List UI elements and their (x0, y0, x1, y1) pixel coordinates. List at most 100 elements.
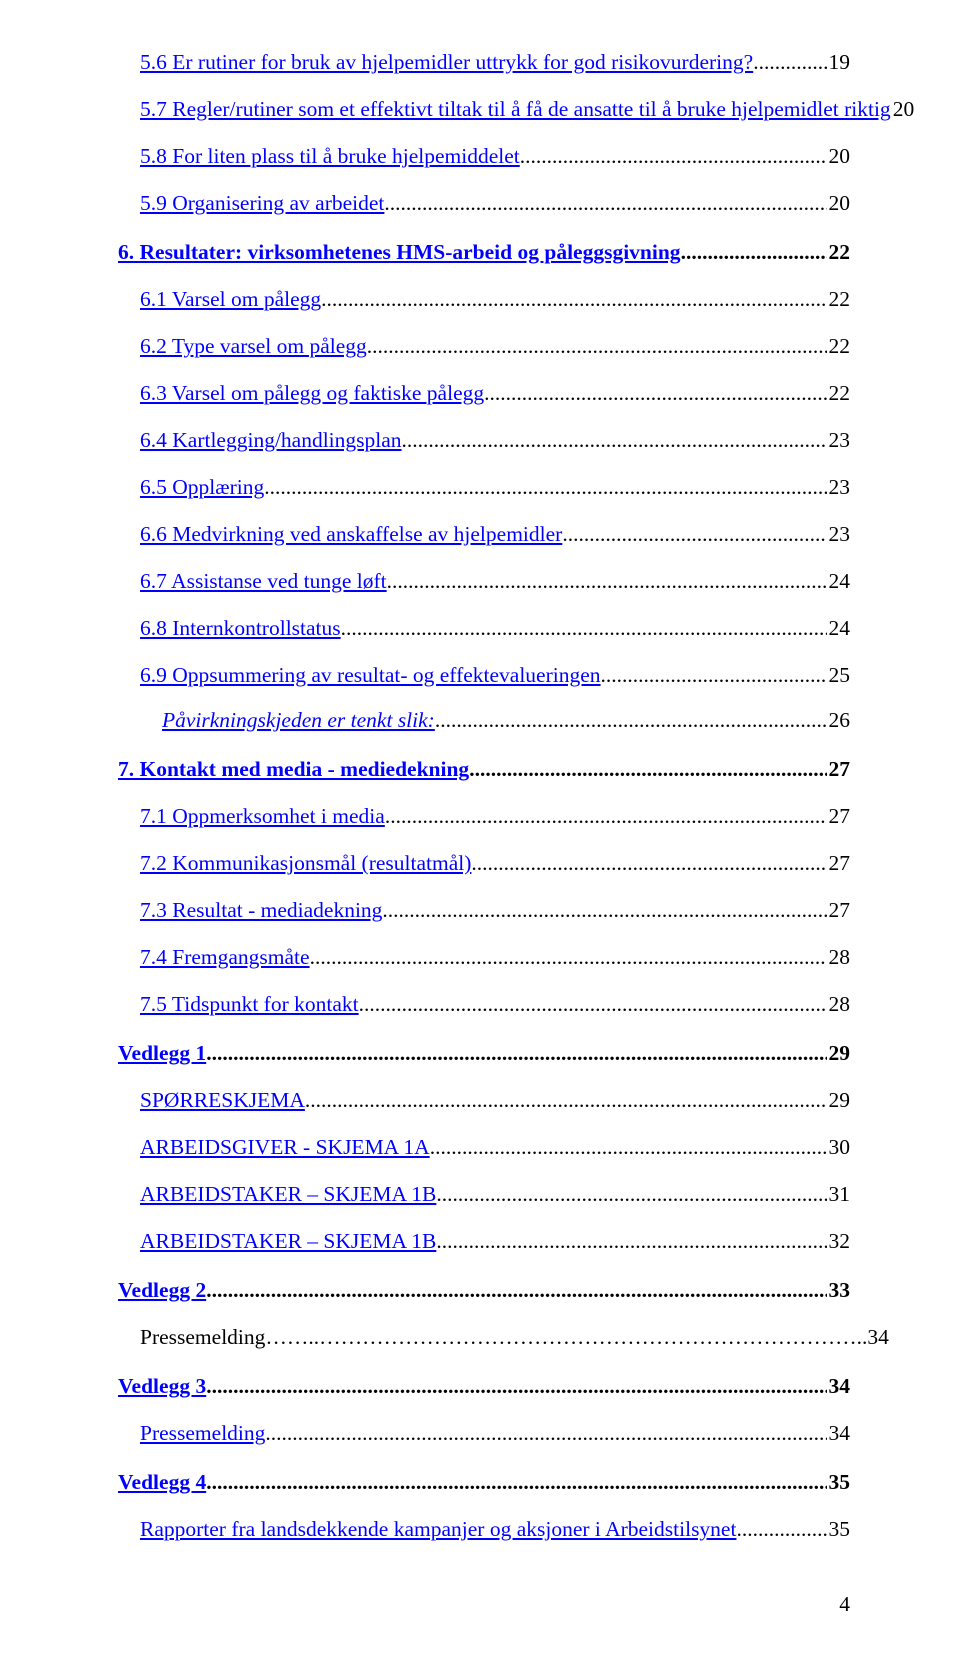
toc-link[interactable]: 6.9 Oppsummering av resultat- og effekte… (140, 663, 601, 688)
toc-page-number: 26 (829, 708, 851, 733)
toc-link[interactable]: 5.7 Regler/rutiner som et effektivt tilt… (140, 97, 891, 122)
toc-link[interactable]: 5.9 Organisering av arbeidet (140, 191, 384, 216)
toc-page-number: 22 (829, 381, 851, 406)
toc-link[interactable]: ARBEIDSTAKER – SKJEMA 1B (140, 1229, 436, 1254)
toc-entry: Påvirkningskjeden er tenkt slik:........… (162, 708, 850, 733)
toc-page-number: 25 (829, 663, 851, 688)
toc-entry: Vedlegg 4...............................… (118, 1470, 850, 1495)
toc-entry: SPØRRESKJEMA............................… (140, 1088, 850, 1113)
toc-leader-dots: ........................................… (435, 708, 827, 733)
toc-link[interactable]: Pressemelding (140, 1421, 265, 1446)
toc-leader-dots: ........................................… (341, 616, 827, 641)
toc-link[interactable]: Rapporter fra landsdekkende kampanjer og… (140, 1517, 736, 1542)
toc-leader-dots: ........................................… (367, 334, 827, 359)
toc-link[interactable]: 6.3 Varsel om pålegg og faktiske pålegg (140, 381, 484, 406)
toc-page-number: 35 (829, 1470, 851, 1495)
toc-entry: ARBEIDSTAKER – SKJEMA 1B................… (140, 1229, 850, 1254)
toc-leader-dots: ........................................… (601, 663, 827, 688)
toc-page-number: 33 (829, 1278, 851, 1303)
toc-link[interactable]: 7.2 Kommunikasjonsmål (resultatmål) (140, 851, 471, 876)
toc-entry: 6.9 Oppsummering av resultat- og effekte… (140, 663, 850, 688)
toc-link[interactable]: 7.4 Fremgangsmåte (140, 945, 310, 970)
toc-leader-dots: ........................................… (436, 1182, 826, 1207)
toc-entry: 7.4 Fremgangsmåte.......................… (140, 945, 850, 970)
toc-entry: 6.6 Medvirkning ved anskaffelse av hjelp… (140, 522, 850, 547)
toc-page-number: 19 (829, 50, 851, 75)
toc-page-number: 27 (829, 898, 851, 923)
toc-entry: 6.3 Varsel om pålegg og faktiske pålegg.… (140, 381, 850, 406)
toc-entry: 6. Resultater: virksomhetenes HMS-arbeid… (118, 240, 850, 265)
toc-leader-dots: ........................................… (469, 757, 826, 782)
toc-entry: ARBEIDSGIVER - SKJEMA 1A................… (140, 1135, 850, 1160)
toc-page-number: 24 (829, 616, 851, 641)
toc-leader-dots: ........................................… (681, 240, 827, 265)
toc-leader-dots: ........................................… (385, 804, 827, 829)
toc-page-number: 35 (829, 1517, 851, 1542)
toc-entry: Vedlegg 3...............................… (118, 1374, 850, 1399)
toc-link[interactable]: 7.5 Tidspunkt for kontakt (140, 992, 359, 1017)
toc-page-number: 34 (829, 1374, 851, 1399)
toc-entry: 6.8 Internkontrollstatus................… (140, 616, 850, 641)
toc-leader-dots: ........................................… (206, 1041, 826, 1066)
toc-page-number: 23 (829, 522, 851, 547)
toc-page-number: 28 (829, 992, 851, 1017)
toc-link[interactable]: 6.4 Kartlegging/handlingsplan (140, 428, 402, 453)
toc-link[interactable]: 6.7 Assistanse ved tunge løft (140, 569, 387, 594)
toc-leader-dots: ........................................… (471, 851, 826, 876)
toc-page-number: 27 (829, 757, 851, 782)
toc-page-number: 28 (829, 945, 851, 970)
toc-page-number: 31 (829, 1182, 851, 1207)
toc-link[interactable]: SPØRRESKJEMA (140, 1088, 305, 1113)
toc-link[interactable]: Vedlegg 1 (118, 1041, 206, 1066)
toc-leader-dots: ........................................… (265, 1421, 826, 1446)
toc-page-number: 22 (829, 334, 851, 359)
toc-entry: ARBEIDSTAKER – SKJEMA 1B................… (140, 1182, 850, 1207)
toc-link[interactable]: Vedlegg 2 (118, 1278, 206, 1303)
toc-leader-dots: ........................................… (321, 287, 826, 312)
toc-link[interactable]: 7. Kontakt med media - mediedekning (118, 757, 469, 782)
toc-entry: 5.8 For liten plass til å bruke hjelpemi… (140, 144, 850, 169)
toc-link[interactable]: 6.2 Type varsel om pålegg (140, 334, 367, 359)
toc-leader-dots: ........................................… (520, 144, 827, 169)
toc-entry: 5.6 Er rutiner for bruk av hjelpemidler … (140, 50, 850, 75)
toc-leader-dots: ........................................… (430, 1135, 827, 1160)
toc-link[interactable]: 6.1 Varsel om pålegg (140, 287, 321, 312)
toc-entry: 7.5 Tidspunkt for kontakt...............… (140, 992, 850, 1017)
toc-entry: 7.2 Kommunikasjonsmål (resultatmål).....… (140, 851, 850, 876)
toc-page-number: 23 (829, 428, 851, 453)
toc-link[interactable]: 6. Resultater: virksomhetenes HMS-arbeid… (118, 240, 681, 265)
toc-entry: 7. Kontakt med media - mediedekning.....… (118, 757, 850, 782)
toc-page-number: 24 (829, 569, 851, 594)
toc-link[interactable]: 6.8 Internkontrollstatus (140, 616, 341, 641)
toc-link[interactable]: ARBEIDSGIVER - SKJEMA 1A (140, 1135, 430, 1160)
toc-link[interactable]: Vedlegg 4 (118, 1470, 206, 1495)
toc-entry: Rapporter fra landsdekkende kampanjer og… (140, 1517, 850, 1542)
toc-entry: 6.2 Type varsel om pålegg...............… (140, 334, 850, 359)
toc-leader-dots: ........................................… (310, 945, 827, 970)
toc-page-number: 27 (829, 804, 851, 829)
toc-leader-dots: ........................................… (562, 522, 826, 547)
toc-link[interactable]: 7.3 Resultat - mediadekning (140, 898, 382, 923)
toc-page-number: 22 (829, 240, 851, 265)
toc-entry: 5.9 Organisering av arbeidet............… (140, 191, 850, 216)
toc-leader-dots: ........................................… (484, 381, 826, 406)
toc-page-number: 27 (829, 851, 851, 876)
toc-link[interactable]: 6.6 Medvirkning ved anskaffelse av hjelp… (140, 522, 562, 547)
toc-link[interactable]: ARBEIDSTAKER – SKJEMA 1B (140, 1182, 436, 1207)
toc-page-number: 23 (829, 475, 851, 500)
toc-link[interactable]: 5.6 Er rutiner for bruk av hjelpemidler … (140, 50, 753, 75)
toc-link[interactable]: 6.5 Opplæring (140, 475, 264, 500)
toc-leader-dots: ........................................… (387, 569, 827, 594)
toc-page-number: 29 (829, 1088, 851, 1113)
toc-leader-dots: ........................................… (753, 50, 826, 75)
toc-leader-dots: ........................................… (402, 428, 827, 453)
toc-link[interactable]: 7.1 Oppmerksomhet i media (140, 804, 385, 829)
toc-leader-dots: ........................................… (264, 475, 826, 500)
toc-link: Pressemelding……..……………………………………………………………… (140, 1325, 889, 1350)
toc-entry: 7.3 Resultat - mediadekning.............… (140, 898, 850, 923)
toc-link[interactable]: 5.8 For liten plass til å bruke hjelpemi… (140, 144, 520, 169)
toc-link[interactable]: Påvirkningskjeden er tenkt slik: (162, 708, 435, 733)
toc-page-number: 30 (829, 1135, 851, 1160)
toc-leader-dots: ........................................… (382, 898, 826, 923)
toc-link[interactable]: Vedlegg 3 (118, 1374, 206, 1399)
